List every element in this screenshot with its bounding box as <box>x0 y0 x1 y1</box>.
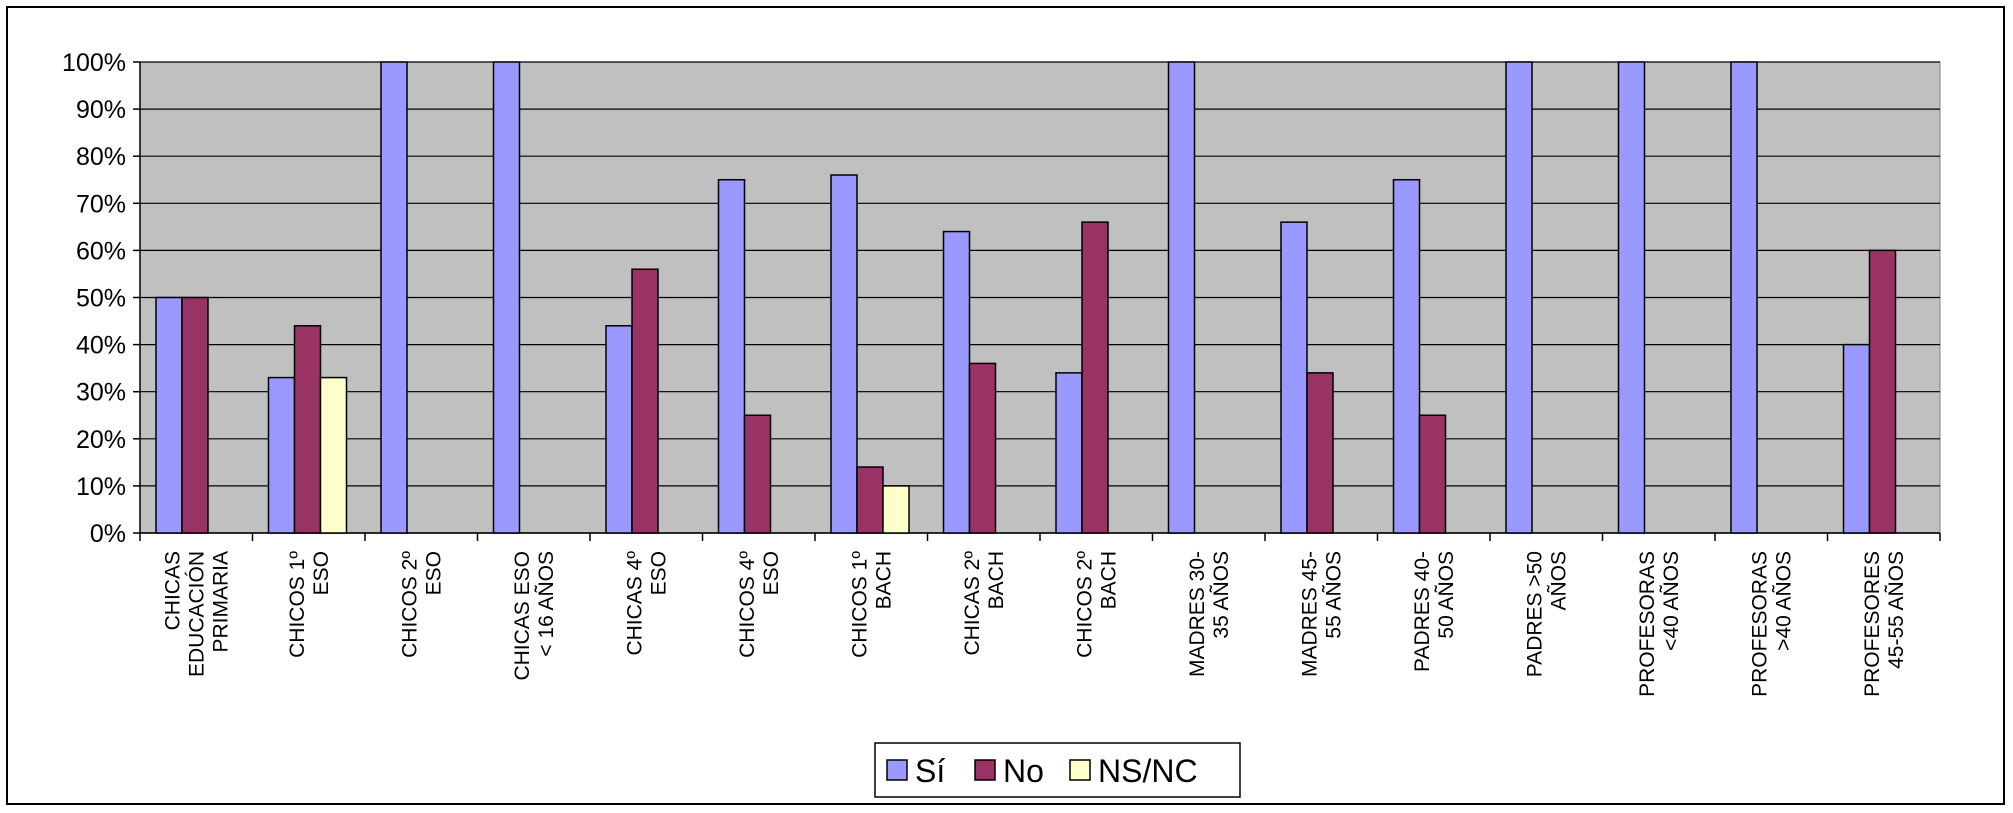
x-category-label: CHICAS 2º BACH <box>961 551 1008 656</box>
bar <box>605 325 633 534</box>
y-tick-label: 50% <box>76 285 126 313</box>
x-category-label-line: BACH <box>985 551 1008 609</box>
x-category-label-line: PADRES >50 <box>1523 551 1546 677</box>
y-tick-label: 60% <box>76 237 126 265</box>
bar <box>631 268 659 534</box>
x-category-label-line: CHICOS 2º <box>398 551 421 658</box>
bar <box>743 414 772 534</box>
bar <box>1505 61 1533 534</box>
x-category-label: CHICAS ESO < 16 AÑOS <box>511 551 558 681</box>
x-category-label-line: >40 AÑOS <box>1771 551 1795 651</box>
bar <box>380 61 408 534</box>
y-tick-label: 20% <box>76 426 126 454</box>
x-category-label-line: 55 AÑOS <box>1321 551 1345 639</box>
x-category-label-line: BACH <box>1097 551 1120 609</box>
x-category-label-line: CHICAS <box>161 551 184 630</box>
bar <box>1055 372 1083 534</box>
bar <box>181 296 209 534</box>
x-category-label-line: <40 AÑOS <box>1659 551 1683 651</box>
bar <box>1081 221 1109 534</box>
x-category-label-line: CHICAS 2º <box>961 551 984 656</box>
x-category-label-line: PROFESORES <box>1861 551 1884 697</box>
bar <box>717 179 746 534</box>
bar <box>882 485 910 534</box>
y-tick-label: 10% <box>76 473 126 501</box>
bar <box>1280 221 1308 534</box>
x-category-label: CHICOS 2º ESO <box>398 551 445 658</box>
x-category-label-line: CHICAS 4º <box>623 551 646 656</box>
bar <box>968 362 997 534</box>
x-category-label-line: CHICOS 4º <box>736 551 759 658</box>
x-category-label: CHICOS 4º ESO <box>736 551 783 658</box>
y-tick-label: 80% <box>76 143 126 171</box>
bar <box>1842 343 1871 534</box>
x-category-label: MADRES 30- 35 AÑOS <box>1186 551 1233 677</box>
x-category-label-line: EDUCACIÓN <box>185 551 208 677</box>
legend-label: No <box>1003 753 1044 789</box>
x-category-label: CHICOS 1º ESO <box>286 551 333 658</box>
x-category-label-line: PROFESORAS <box>1748 551 1771 697</box>
legend-label: Sí <box>915 753 945 789</box>
x-category-label: CHICAS EDUCACIÓN PRIMARIA <box>161 551 232 677</box>
x-category-label: CHICOS 1º BACH <box>848 551 895 658</box>
bar <box>1617 61 1646 534</box>
bar <box>942 230 971 534</box>
x-category-label-line: BACH <box>872 551 895 609</box>
x-category-label: MADRES 45- 55 AÑOS <box>1298 551 1345 677</box>
x-category-label: PROFESORAS <40 AÑOS <box>1636 551 1683 697</box>
x-category-label-line: ESO <box>310 551 333 595</box>
bar <box>492 61 521 534</box>
bar <box>1730 61 1758 534</box>
x-category-label-line: < 16 AÑOS <box>534 551 558 657</box>
x-category-label: CHICOS 2º BACH <box>1073 551 1120 658</box>
x-category-label-line: AÑOS <box>1546 551 1570 611</box>
bar <box>830 174 858 534</box>
x-category-label: CHICAS 4º ESO <box>623 551 670 656</box>
y-tick-label: 30% <box>76 379 126 407</box>
x-category-label: PROFESORAS >40 AÑOS <box>1748 551 1795 697</box>
y-tick-label: 70% <box>76 190 126 218</box>
x-category-label-line: MADRES 30- <box>1186 551 1209 677</box>
legend-swatch <box>974 759 996 781</box>
bar <box>1418 414 1447 534</box>
x-category-label-line: CHICOS 1º <box>286 551 309 658</box>
bar <box>1868 249 1897 534</box>
x-category-label-line: ESO <box>760 551 783 595</box>
x-category-label: PADRES >50 AÑOS <box>1523 551 1570 677</box>
x-category-label: PROFESORES 45-55 AÑOS <box>1861 551 1908 697</box>
legend-label: NS/NC <box>1098 753 1198 789</box>
x-category-label-line: ESO <box>647 551 670 595</box>
bar <box>856 466 884 534</box>
y-tick-label: 40% <box>76 332 126 360</box>
x-category-label: PADRES 40- 50 AÑOS <box>1411 551 1458 672</box>
bar <box>1392 179 1421 534</box>
y-tick-label: 90% <box>76 96 126 124</box>
x-category-label-line: PROFESORAS <box>1636 551 1659 697</box>
x-category-label-line: CHICOS 2º <box>1073 551 1096 658</box>
x-category-label-line: MADRES 45- <box>1298 551 1321 677</box>
x-category-label-line: CHICAS ESO <box>511 551 534 681</box>
y-tick-label: 100% <box>62 49 126 77</box>
bar <box>319 376 348 534</box>
x-category-label-line: ESO <box>422 551 445 595</box>
x-category-label-line: CHICOS 1º <box>848 551 871 658</box>
x-category-label-line: PADRES 40- <box>1411 551 1434 672</box>
bar <box>1306 372 1334 534</box>
bar <box>1167 61 1196 534</box>
bar <box>293 325 322 534</box>
x-category-label-line: 50 AÑOS <box>1434 551 1458 639</box>
x-category-label-line: 35 AÑOS <box>1209 551 1233 639</box>
y-tick-label: 0% <box>90 520 126 548</box>
legend-box <box>874 742 1241 798</box>
legend: Sí No NS/NC <box>874 742 1241 798</box>
legend-swatch <box>886 759 908 781</box>
bar <box>267 376 296 534</box>
x-category-label-line: 45-55 AÑOS <box>1884 551 1908 669</box>
bar <box>155 296 183 534</box>
x-category-label-line: PRIMARIA <box>209 551 232 653</box>
legend-swatch <box>1069 759 1091 781</box>
